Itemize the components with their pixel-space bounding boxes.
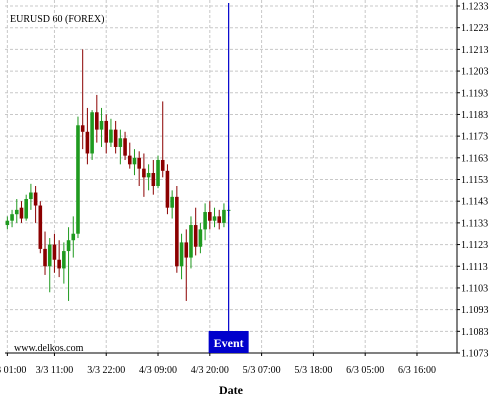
- candle-body: [85, 131, 90, 154]
- candle-body: [76, 125, 80, 234]
- candle-body: [38, 205, 43, 249]
- candle-body: [10, 214, 14, 221]
- candle-body: [104, 120, 109, 143]
- candle-body: [156, 159, 160, 187]
- x-tick-label: 6/3 16:00: [398, 365, 436, 376]
- y-tick-label: 1.1083: [461, 327, 489, 338]
- y-tick-label: 1.1103: [461, 283, 488, 294]
- y-tick-label: 1.1113: [461, 262, 488, 273]
- watermark: www.delkos.com: [14, 343, 84, 354]
- y-tick-label: 1.1123: [461, 240, 488, 251]
- y-tick-label: 1.1173: [461, 132, 488, 143]
- x-tick-label: 4/3 20:00: [191, 365, 229, 376]
- candle-body: [43, 248, 47, 267]
- candle-body: [217, 216, 222, 223]
- candle-body: [71, 233, 76, 241]
- x-tick-label: 6/3 05:00: [346, 365, 384, 376]
- candle-body: [80, 125, 85, 132]
- y-tick-label: 1.1203: [461, 67, 489, 78]
- candle-body: [109, 129, 113, 143]
- candle-body: [113, 129, 118, 147]
- candle-body: [137, 157, 141, 169]
- y-tick-label: 1.1073: [461, 349, 489, 360]
- y-tick-label: 1.1223: [461, 23, 489, 34]
- x-tick-label: 3/3 22:00: [87, 365, 125, 376]
- candle-body: [99, 120, 104, 130]
- candle-body: [151, 172, 156, 187]
- candle-body: [175, 196, 179, 267]
- candle-body: [193, 225, 198, 247]
- candle-body: [170, 196, 174, 208]
- y-tick-label: 1.1093: [461, 305, 489, 316]
- candle-body: [14, 209, 19, 215]
- y-tick-label: 1.1193: [461, 88, 488, 99]
- event-box: [208, 331, 249, 353]
- y-tick-label: 1.1153: [461, 175, 488, 186]
- candle-body: [47, 244, 52, 267]
- candle-body: [95, 112, 99, 130]
- candle-body: [19, 207, 24, 219]
- candle-body: [208, 212, 212, 221]
- candle-body: [189, 225, 193, 258]
- event-label: Event: [214, 336, 244, 350]
- candle-body: [90, 112, 94, 154]
- candle-body: [179, 242, 184, 267]
- candle-body: [132, 157, 137, 165]
- candle-body: [57, 259, 61, 269]
- candle-body: [198, 229, 203, 247]
- candle-body: [203, 212, 207, 230]
- candle-body: [118, 138, 123, 147]
- candle-body: [222, 209, 226, 223]
- candle-body: [146, 172, 151, 178]
- candle-body: [123, 138, 127, 156]
- y-tick-label: 1.1213: [461, 45, 489, 56]
- y-tick-label: 1.1163: [461, 153, 488, 164]
- x-tick-label: 3/3 01:00: [0, 365, 26, 376]
- candle-body: [127, 155, 132, 165]
- x-tick-label: 4/3 09:00: [139, 365, 177, 376]
- candle-body: [5, 220, 10, 226]
- candle-body: [29, 192, 33, 200]
- x-tick-label: 5/3 18:00: [294, 365, 332, 376]
- candle-body: [184, 242, 189, 258]
- candle-body: [62, 251, 66, 269]
- y-tick-label: 1.1183: [461, 110, 488, 121]
- x-tick-label: 3/3 11:00: [36, 365, 74, 376]
- candle-body: [52, 244, 57, 260]
- candle-body: [24, 199, 28, 219]
- candle-body: [66, 240, 71, 252]
- x-axis-title: Date: [219, 383, 244, 397]
- candle-body: [33, 192, 38, 206]
- x-tick-label: 5/3 07:00: [243, 365, 281, 376]
- chart-title: EURUSD 60 (FOREX): [10, 14, 104, 25]
- y-tick-label: 1.1143: [461, 197, 488, 208]
- candle-body: [142, 168, 146, 178]
- candle-body: [160, 159, 165, 171]
- candle-body: [165, 170, 170, 208]
- y-tick-label: 1.1133: [461, 218, 488, 229]
- candle-body: [212, 216, 217, 221]
- y-tick-label: 1.1233: [461, 2, 489, 13]
